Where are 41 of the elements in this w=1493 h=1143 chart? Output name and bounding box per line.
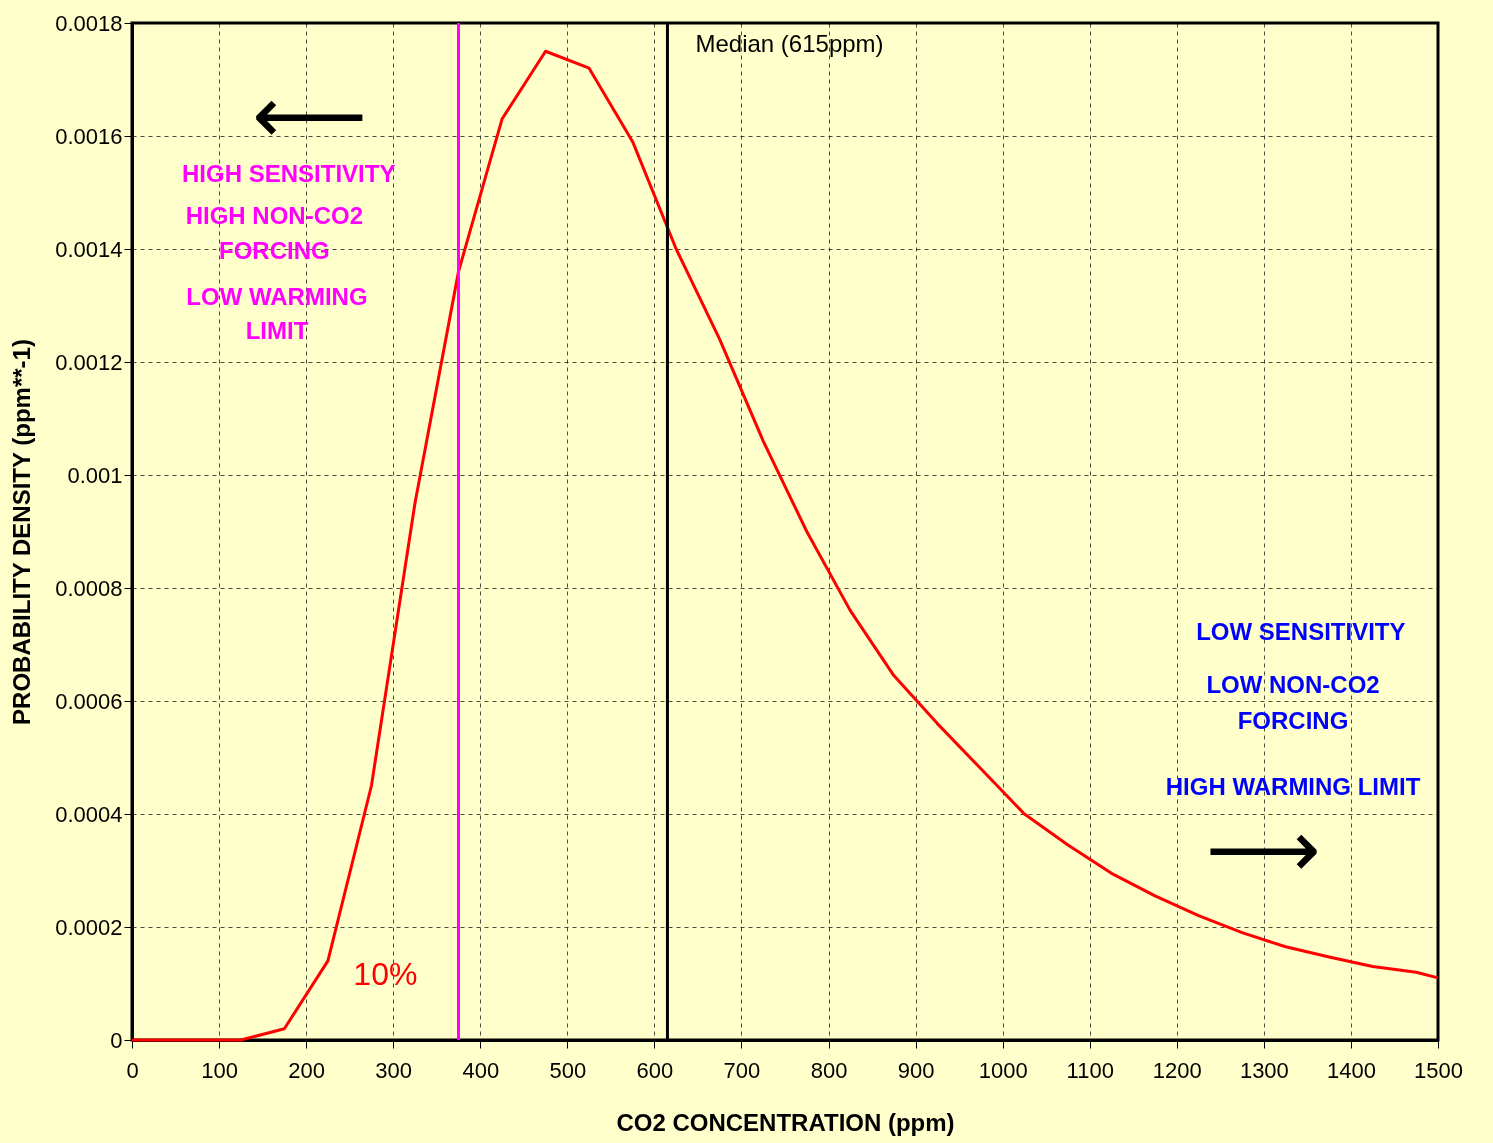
x-tick-label: 400: [462, 1057, 500, 1083]
y-tick-label: 0.0004: [55, 801, 123, 827]
y-tick-label: 0: [110, 1027, 123, 1053]
x-tick-label: 900: [897, 1057, 935, 1083]
x-tick-label: 1300: [1239, 1057, 1289, 1083]
annotation: 10%: [353, 955, 418, 992]
x-tick-label: 700: [723, 1057, 761, 1083]
y-tick-label: 0.0002: [55, 914, 123, 940]
annotation: FORCING: [219, 236, 330, 264]
annotation: ⟵: [252, 68, 367, 162]
x-axis-title: CO2 CONCENTRATION (ppm): [616, 1108, 955, 1136]
annotation: ⟶: [1205, 802, 1321, 896]
y-tick-label: 0.0016: [55, 123, 123, 149]
y-axis-title: PROBABILITY DENSITY (ppm**-1): [8, 339, 36, 725]
ref-line-label: Median (615ppm): [695, 30, 884, 57]
y-tick-label: 0.001: [67, 462, 123, 488]
x-tick-label: 500: [549, 1057, 587, 1083]
y-tick-label: 0.0008: [55, 575, 123, 601]
annotation: LOW NON-CO2: [1206, 671, 1380, 699]
y-tick-label: 0.0014: [55, 236, 123, 262]
x-tick-label: 200: [288, 1057, 325, 1083]
x-tick-label: 1500: [1414, 1057, 1463, 1083]
annotation: HIGH SENSITIVITY: [182, 159, 396, 187]
x-tick-label: 100: [201, 1057, 238, 1083]
x-tick-label: 1400: [1326, 1057, 1376, 1083]
y-tick-label: 0.0012: [55, 349, 123, 375]
annotation: LIMIT: [245, 317, 309, 345]
annotation: LOW WARMING: [186, 282, 368, 310]
annotation: FORCING: [1237, 706, 1349, 734]
x-tick-label: 1200: [1152, 1057, 1202, 1083]
x-tick-label: 1000: [978, 1057, 1028, 1083]
x-tick-label: 0: [126, 1057, 139, 1083]
x-tick-label: 800: [810, 1057, 848, 1083]
y-tick-label: 0.0006: [55, 688, 123, 714]
annotation: LOW SENSITIVITY: [1196, 618, 1406, 646]
x-tick-label: 600: [636, 1057, 674, 1083]
x-tick-label: 1100: [1066, 1057, 1114, 1083]
annotation: HIGH WARMING LIMIT: [1165, 772, 1421, 800]
annotation: HIGH NON-CO2: [185, 202, 364, 230]
x-tick-label: 300: [375, 1057, 413, 1083]
y-tick-label: 0.0018: [55, 10, 123, 36]
